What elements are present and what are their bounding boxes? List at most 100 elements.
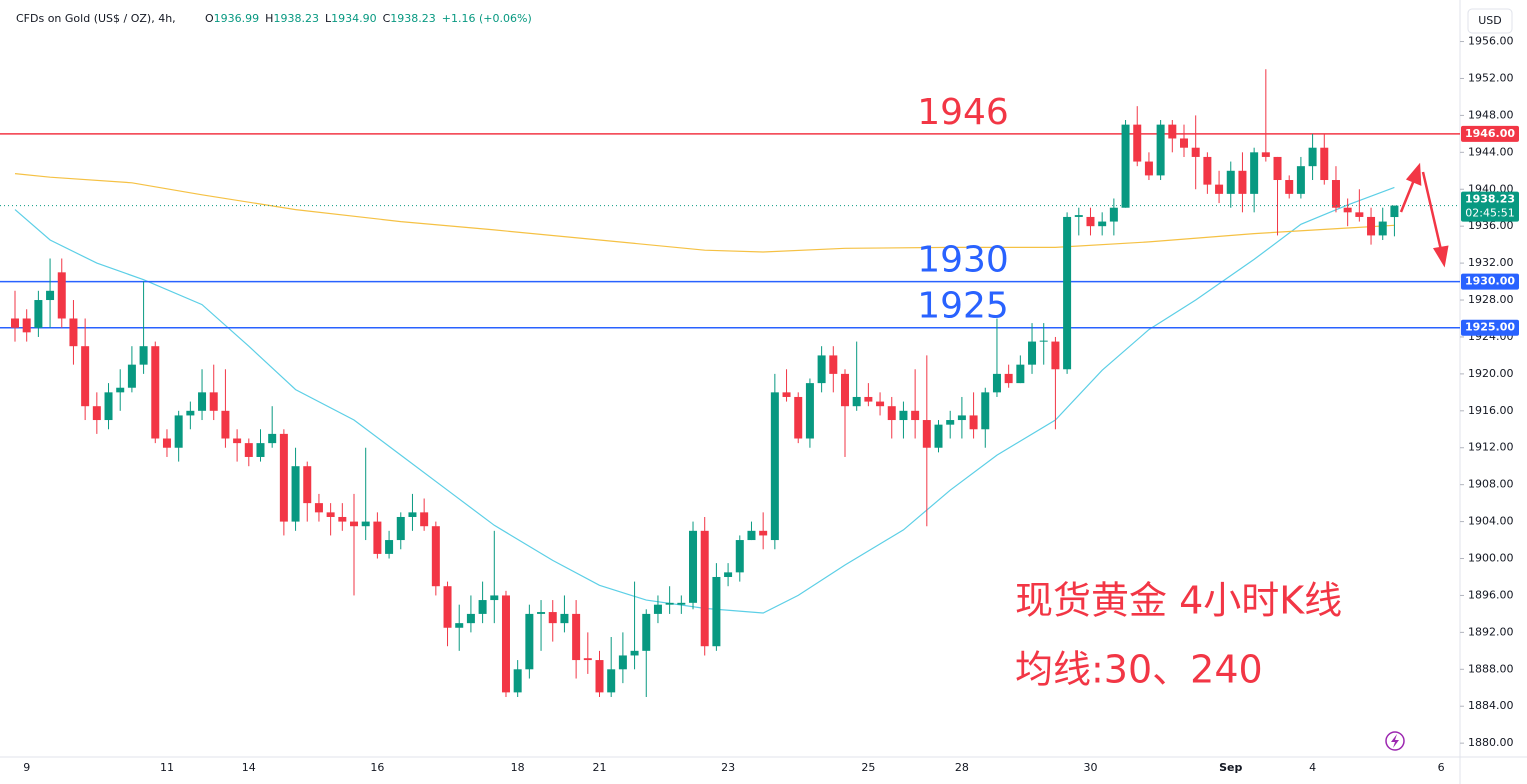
annotation: 均线:30、240 — [1015, 648, 1263, 692]
candle-body — [233, 438, 242, 444]
candle-body — [829, 355, 838, 374]
candle-body — [268, 433, 277, 444]
arrow-down — [1421, 171, 1443, 251]
candle-body — [69, 318, 78, 347]
x-tick-label: 21 — [593, 761, 607, 774]
candle-body — [560, 613, 569, 624]
level-label-box — [1461, 319, 1519, 336]
candle-body — [291, 466, 300, 522]
candle-body — [1203, 156, 1212, 185]
y-tick-label: 1936.00 — [1468, 219, 1514, 232]
y-tick-label: 1932.00 — [1468, 256, 1514, 269]
arrows — [1399, 162, 1449, 268]
candle-body — [817, 355, 826, 384]
candle-body — [595, 660, 604, 693]
icon-bolt[interactable] — [1391, 734, 1399, 748]
candle-body — [1250, 152, 1259, 194]
candle-body — [373, 521, 382, 554]
y-tick-label: 1912.00 — [1468, 441, 1514, 454]
candle-body — [1320, 147, 1329, 181]
candle-body — [478, 600, 487, 614]
candle-body — [1238, 170, 1247, 194]
candle-body — [1390, 205, 1399, 218]
currency[interactable]: USD — [1478, 14, 1502, 27]
plot-area — [0, 69, 1460, 697]
last-price-box — [1461, 191, 1519, 222]
candle-body — [244, 443, 253, 457]
candle-body — [1156, 124, 1165, 176]
candle-body — [618, 655, 627, 670]
candle-body — [34, 300, 43, 328]
y-tick-label: 1956.00 — [1468, 35, 1514, 48]
candle-body — [899, 410, 908, 421]
candle-body — [1378, 221, 1387, 236]
level-annotation: 1925 — [917, 286, 1009, 327]
x-tick-label: 28 — [955, 761, 969, 774]
ohlc-key: H — [265, 12, 273, 25]
candle-body — [186, 410, 195, 416]
candle-body — [1180, 138, 1188, 148]
candle-body — [256, 443, 265, 457]
candle-body — [1168, 124, 1177, 139]
icon-ring[interactable] — [1385, 731, 1405, 751]
candle-body — [46, 290, 55, 301]
candle-body — [735, 540, 744, 573]
candle-body — [81, 346, 90, 407]
candle-body — [840, 373, 849, 407]
currency-button[interactable] — [1467, 8, 1513, 34]
level-annotation: 1946 — [917, 92, 1009, 133]
candle-body — [1343, 207, 1352, 213]
x-tick-label: 4 — [1309, 761, 1316, 774]
lightning-icon[interactable] — [1385, 731, 1405, 751]
candle-body — [981, 392, 990, 430]
x-tick-label: 11 — [160, 761, 174, 774]
candle-body — [1273, 156, 1282, 181]
candle-body — [1063, 216, 1072, 370]
candle-body — [385, 540, 394, 554]
candle-body — [116, 387, 125, 393]
candle-body — [759, 530, 768, 536]
candle-body — [361, 521, 370, 527]
candle-body — [490, 595, 499, 601]
candle-body — [525, 613, 534, 670]
candle-body — [805, 383, 814, 439]
candle-body — [794, 396, 803, 439]
candle-body — [162, 438, 171, 448]
ohlc-value: 1938.23 — [390, 12, 436, 25]
y-tick-label: 1916.00 — [1468, 404, 1514, 417]
candle-body — [326, 512, 335, 517]
candle-body — [1051, 341, 1060, 370]
y-tick-label: 1896.00 — [1468, 588, 1514, 601]
candle-body — [314, 503, 323, 513]
candle-body — [501, 595, 510, 693]
candle-body — [852, 396, 861, 407]
candle-body — [338, 516, 347, 522]
annotation: 现货黄金 4小时K线 — [1015, 579, 1342, 623]
candle-body — [1331, 180, 1340, 208]
candle-body — [607, 669, 616, 693]
candle-body — [1296, 166, 1305, 194]
candle-body — [1191, 147, 1200, 157]
x-tick-label: 14 — [242, 761, 256, 774]
candle-body — [665, 602, 674, 605]
y-tick-label: 1904.00 — [1468, 515, 1514, 528]
candle-body — [677, 602, 686, 605]
last-price-label: 1938.23 — [1465, 193, 1515, 206]
candle-body — [642, 613, 651, 651]
candle-body — [1261, 152, 1270, 157]
level-annotation: 1930 — [917, 240, 1009, 281]
candle-body — [1074, 215, 1083, 217]
candle-body — [455, 623, 464, 628]
candle-body — [992, 373, 1001, 393]
x-tick-label: 25 — [861, 761, 875, 774]
candle-body — [431, 526, 440, 587]
y-tick-label: 1888.00 — [1468, 662, 1514, 675]
candle-body — [653, 604, 662, 614]
candle-body — [1016, 364, 1025, 384]
candle-body — [876, 401, 885, 407]
candle-body — [92, 406, 101, 421]
candle-body — [957, 415, 966, 421]
moving-average — [14, 173, 1395, 253]
level-label-box — [1461, 273, 1519, 290]
